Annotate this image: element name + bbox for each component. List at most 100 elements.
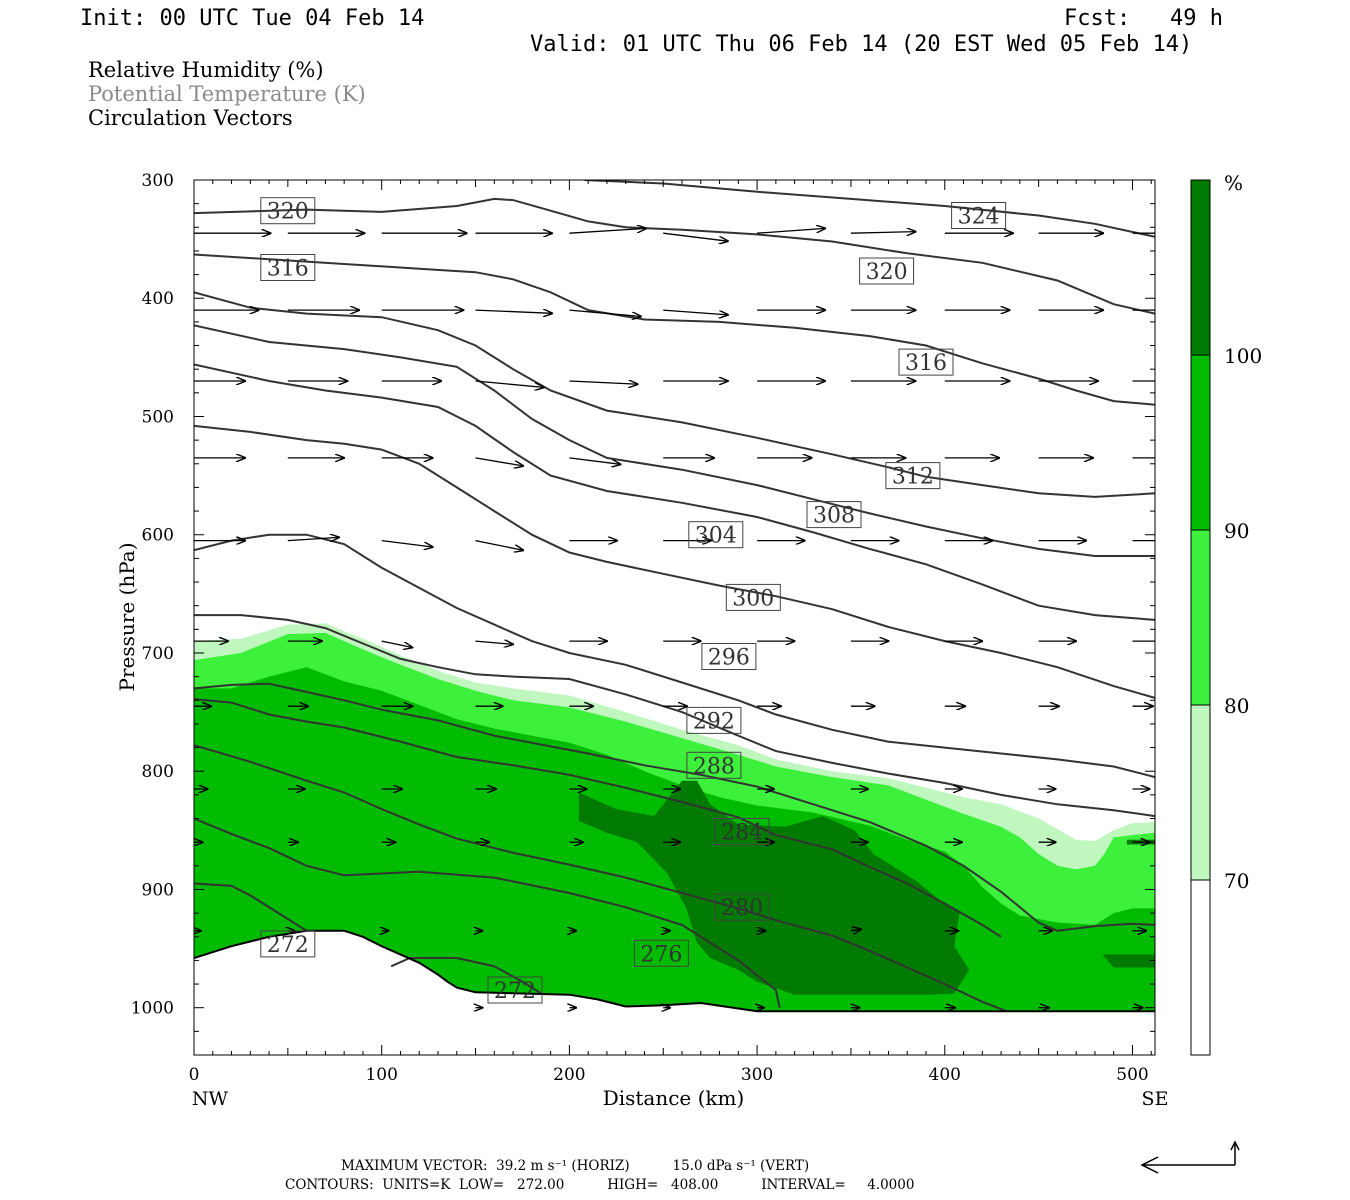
forecast-hour: Fcst: 49 h xyxy=(1064,6,1223,31)
circulation-vector xyxy=(287,537,339,540)
theta-label-box xyxy=(701,643,757,670)
y-tick-label: 600 xyxy=(142,526,174,546)
theta-label-box xyxy=(686,706,742,734)
theta-label: 272 xyxy=(267,933,309,958)
circulation-vector xyxy=(475,457,524,466)
x-tick-label: 500 xyxy=(1116,1065,1148,1085)
circulation-vector xyxy=(663,309,728,315)
theta-label-box xyxy=(714,818,770,845)
circulation-vector xyxy=(475,641,513,644)
x-axis-title: Distance (km) xyxy=(603,1086,745,1110)
theta-label-box xyxy=(885,462,941,490)
y-tick-label: 700 xyxy=(142,644,174,664)
y-axis-title: Pressure (hPa) xyxy=(115,543,139,692)
max-vector-note: MAXIMUM VECTOR: 39.2 m s⁻¹ (HORIZ) 15.0 … xyxy=(341,1158,810,1174)
colorbar-level-label: 80 xyxy=(1224,694,1249,718)
theta-contour-316 xyxy=(194,253,1155,406)
circulation-vector xyxy=(850,929,861,931)
rh-region-100 xyxy=(1102,954,1155,968)
theta-contour-272 xyxy=(194,882,308,932)
y-tick-label: 500 xyxy=(142,407,174,427)
theta-label-box xyxy=(806,501,862,529)
x-left-end-label: NW xyxy=(192,1088,229,1110)
theta-label: 300 xyxy=(732,586,774,611)
circulation-vector xyxy=(850,232,916,234)
y-tick-label: 800 xyxy=(142,762,174,782)
x-right-end-label: SE xyxy=(1142,1088,1169,1110)
x-tick-label: 0 xyxy=(189,1065,200,1085)
colorbar-unit: % xyxy=(1224,171,1243,195)
theta-label: 312 xyxy=(892,465,934,490)
colorbar-segment xyxy=(1190,529,1211,706)
y-tick-label: 300 xyxy=(142,171,174,191)
theta-contour-296 xyxy=(194,533,1155,779)
theta-label-box xyxy=(260,254,316,281)
theta-label: 316 xyxy=(905,351,947,376)
rh-fill-layer xyxy=(194,623,1155,1055)
theta-label: 296 xyxy=(708,646,750,671)
colorbar-segment xyxy=(1190,179,1211,356)
theta-label: 292 xyxy=(693,709,735,734)
theta-contour-284 xyxy=(194,698,1002,938)
theta-label-box xyxy=(725,583,781,611)
x-tick-label: 100 xyxy=(365,1065,397,1085)
theta-contour-304 xyxy=(194,363,1155,621)
colorbar-level-label: 100 xyxy=(1224,344,1262,368)
colorbar-segment xyxy=(1190,354,1211,531)
below-ground-mask xyxy=(194,930,1155,1055)
rh-colorbar: 70 80 90 100% xyxy=(1190,171,1262,1056)
circulation-vector xyxy=(569,309,640,316)
theta-label-box xyxy=(951,202,1007,229)
theta-label-layer: 272 272 276 280 284 288 292 296 300 304 308 312 316 3… xyxy=(260,197,1007,1004)
circulation-vector xyxy=(569,381,637,384)
circulation-vector xyxy=(475,310,553,313)
theta-contour-300 xyxy=(194,424,1155,699)
y-tick-label: 400 xyxy=(142,289,174,309)
legend-rh: Relative Humidity (%) xyxy=(88,58,324,82)
colorbar-level-label: 90 xyxy=(1224,519,1249,543)
theta-label-box xyxy=(714,893,770,921)
theta-contour-272 xyxy=(390,957,542,995)
theta-contour-276 xyxy=(194,817,781,1008)
theta-label: 316 xyxy=(267,257,309,282)
colorbar-segment xyxy=(1190,879,1211,1056)
legend-vectors: Circulation Vectors xyxy=(88,106,293,130)
circulation-vector xyxy=(381,640,413,647)
theta-label-box xyxy=(686,751,742,779)
y-tick-label: 1000 xyxy=(131,999,174,1019)
theta-label: 308 xyxy=(813,504,855,529)
theta-label-box xyxy=(898,348,954,376)
theta-label: 320 xyxy=(267,200,309,225)
circulation-vector xyxy=(475,380,544,387)
rh-region-100 xyxy=(578,780,970,995)
theta-label-box xyxy=(260,197,316,225)
theta-label: 276 xyxy=(640,942,682,967)
theta-label-box xyxy=(487,976,543,1004)
plot-frame xyxy=(193,179,1156,1056)
theta-contour-312 xyxy=(194,291,1155,498)
x-tick-label: 300 xyxy=(741,1065,773,1085)
theta-contour-280 xyxy=(194,744,1008,1013)
x-tick-label: 200 xyxy=(553,1065,585,1085)
theta-contour-324 xyxy=(584,180,1155,238)
colorbar-segment xyxy=(1190,704,1211,881)
reference-vector-icon xyxy=(1140,1140,1240,1174)
circulation-vector xyxy=(569,228,646,234)
circulation-vector xyxy=(475,539,524,551)
theta-label: 288 xyxy=(693,754,735,779)
theta-label: 284 xyxy=(721,821,763,846)
circulation-vector xyxy=(663,232,728,241)
theta-label: 272 xyxy=(494,979,536,1004)
theta-label: 280 xyxy=(721,896,763,921)
vector-layer xyxy=(194,228,1155,1007)
theta-label: 304 xyxy=(695,524,737,549)
theta-label-box xyxy=(260,930,316,958)
circulation-vector xyxy=(757,228,825,234)
colorbar-level-label: 70 xyxy=(1224,869,1249,893)
theta-contour-288 xyxy=(194,682,1155,932)
circulation-vector xyxy=(381,539,433,547)
theta-label: 320 xyxy=(866,260,908,285)
x-tick-label: 400 xyxy=(929,1065,961,1085)
init-time: Init: 00 UTC Tue 04 Feb 14 xyxy=(80,6,425,31)
contour-note: CONTOURS: UNITS=K LOW= 272.00 HIGH= 408.… xyxy=(285,1177,915,1193)
